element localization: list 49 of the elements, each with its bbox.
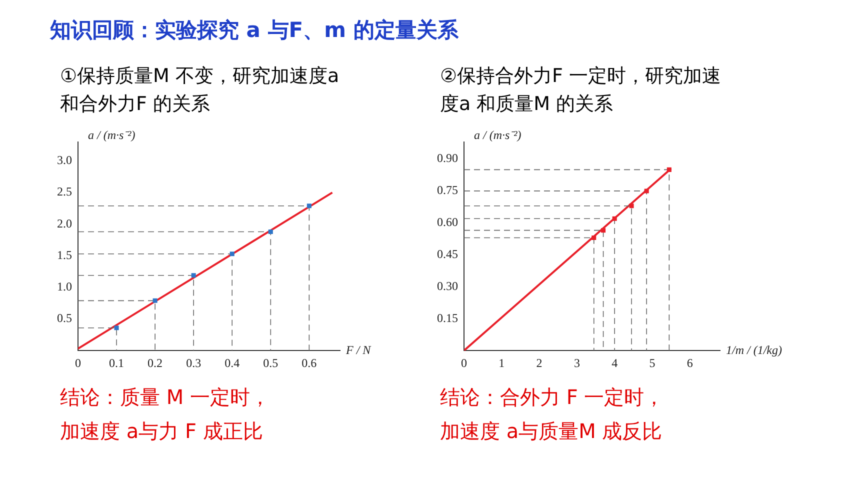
- chart-title: 知识回顾：实验探究 a 与F、m 的定量关系: [50, 17, 458, 44]
- point: [268, 229, 273, 234]
- x-tick-label: 6: [686, 356, 693, 370]
- text: 加速度 a与质量M 成反比: [440, 418, 664, 445]
- x-tick-label: 0.2: [148, 356, 163, 370]
- y-tick-label: 2.5: [57, 184, 72, 199]
- x-tick-label: 0.4: [224, 356, 240, 370]
- y-axis-title: a / (m·s⁻²): [474, 128, 522, 142]
- point: [612, 216, 617, 221]
- point: [114, 326, 119, 330]
- point: [592, 236, 596, 240]
- y-tick-label: 0.5: [57, 311, 72, 326]
- y-tick-label: 1.0: [57, 280, 72, 294]
- y-tick-label: 3.0: [57, 153, 72, 168]
- y-tick-label: 0.15: [437, 310, 458, 325]
- x-tick-label: 0: [461, 356, 467, 370]
- point: [306, 204, 312, 208]
- x-tick-label: 2: [536, 356, 542, 370]
- x-tick-label: 0.3: [186, 356, 202, 370]
- text: 加速度 a与力 F 成正比: [60, 418, 264, 445]
- point: [601, 228, 606, 233]
- x-tick-label: 3: [574, 356, 580, 370]
- y-tick-label: 2.0: [57, 216, 72, 230]
- y-tick-label: 0.90: [437, 151, 458, 166]
- point: [230, 252, 234, 256]
- chart-subtitle: ①保持质量M 不变，研究加速度a 和合外力F 的关系: [60, 64, 340, 117]
- y-tick-label: 0.45: [437, 246, 458, 261]
- x-tick-label: 0: [75, 356, 81, 370]
- chart-subtitle: ②保持合外力F 一定时，研究加速度a 和质量M 的关系: [440, 64, 722, 117]
- x-tick-label: 5: [649, 356, 656, 370]
- y-tick-label: 0.30: [437, 278, 458, 293]
- point: [191, 273, 196, 278]
- x-tick-label: 0.5: [263, 356, 278, 370]
- point: [152, 298, 158, 303]
- x-tick-label: 1: [498, 356, 505, 370]
- x-axis-title: F / N: [345, 342, 372, 357]
- y-axis-title: a / (m·s⁻²): [88, 128, 136, 142]
- point: [644, 188, 649, 194]
- x-tick-label: 0.6: [302, 356, 317, 370]
- x-tick-label: 0.1: [109, 356, 124, 370]
- point: [666, 167, 672, 172]
- text: 结论：质量 M 一定时，: [60, 384, 271, 411]
- point: [629, 204, 634, 208]
- y-tick-label: 0.60: [437, 215, 458, 230]
- x-tick-label: 4: [612, 356, 618, 370]
- x-axis-title: 1/m / (1/kg): [726, 342, 782, 357]
- text: 结论：合外力 F 一定时，: [440, 384, 666, 411]
- y-tick-label: 0.75: [437, 183, 458, 198]
- y-tick-label: 1.5: [57, 248, 72, 262]
